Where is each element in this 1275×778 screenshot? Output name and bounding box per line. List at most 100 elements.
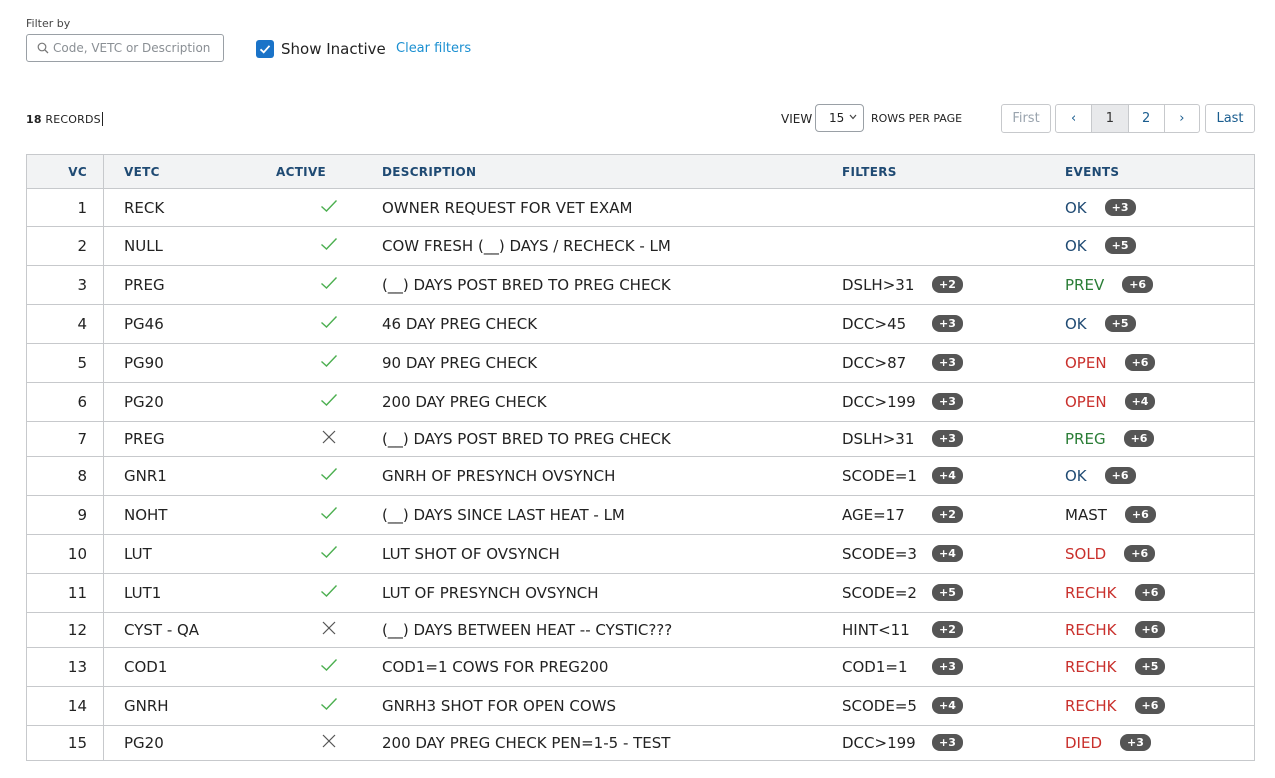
table-row[interactable]: 5 PG90 90 DAY PREG CHECK DCC>87 +3 OPEN +6: [26, 343, 1255, 383]
filter-value: COD1=1: [842, 658, 908, 676]
filter-more-badge[interactable]: +3: [932, 315, 963, 332]
event-more-badge[interactable]: +6: [1124, 506, 1156, 523]
rows-per-page-value: 15: [829, 111, 845, 125]
event-value: MAST: [1065, 506, 1107, 524]
cell-description: GNRH3 SHOT FOR OPEN COWS: [382, 686, 842, 726]
table-row[interactable]: 11 LUT1 LUT OF PRESYNCH OVSYNCH SCODE=2 +5 RE…: [26, 573, 1255, 613]
cell-vetc: PG46: [103, 304, 276, 344]
cell-active: [276, 612, 382, 648]
column-header-filters[interactable]: FILTERS: [842, 154, 1065, 189]
table-row[interactable]: 13 COD1 COD1=1 COWS FOR PREG200 COD1=1 +3 REC…: [26, 647, 1255, 687]
cell-filters: DCC>199 +3: [842, 725, 1065, 761]
filter-value: DSLH>31: [842, 430, 915, 448]
filter-more-badge[interactable]: +2: [932, 506, 963, 523]
table-row[interactable]: 14 GNRH GNRH3 SHOT FOR OPEN COWS SCODE=5 +4 R…: [26, 686, 1255, 726]
search-field[interactable]: [26, 34, 224, 62]
rows-per-page-label: ROWS PER PAGE: [871, 112, 963, 125]
show-inactive-checkbox[interactable]: [256, 40, 274, 58]
table-row[interactable]: 15 PG20 200 DAY PREG CHECK PEN=1-5 - TEST D…: [26, 725, 1255, 761]
cell-active: [276, 534, 382, 574]
column-header-description[interactable]: DESCRIPTION: [382, 154, 842, 189]
cell-vetc: COD1: [103, 647, 276, 687]
check-icon: [321, 316, 338, 328]
filter-more-badge[interactable]: +4: [932, 467, 963, 484]
filter-more-badge[interactable]: +4: [932, 697, 963, 714]
table-row[interactable]: 6 PG20 200 DAY PREG CHECK DCC>199 +3 OPEN +4: [26, 382, 1255, 422]
cell-filters: DSLH>31 +2: [842, 265, 1065, 305]
filter-value: SCODE=1: [842, 467, 917, 485]
event-more-badge[interactable]: +4: [1124, 393, 1156, 410]
filter-more-badge[interactable]: +3: [932, 393, 963, 410]
filter-more-badge[interactable]: +4: [932, 545, 963, 562]
cell-vetc: PG90: [103, 343, 276, 383]
check-icon: [321, 394, 338, 406]
next-page-button[interactable]: ›: [1179, 111, 1185, 126]
event-more-badge[interactable]: +5: [1104, 315, 1136, 332]
cell-description: (__) DAYS POST BRED TO PREG CHECK: [382, 421, 842, 457]
cell-description: (__) DAYS SINCE LAST HEAT - LM: [382, 495, 842, 535]
filter-value: HINT<11: [842, 621, 910, 639]
view-label: VIEW: [781, 112, 813, 126]
check-icon: [321, 546, 338, 558]
page-2-button[interactable]: 2: [1129, 105, 1165, 132]
event-more-badge[interactable]: +5: [1134, 658, 1166, 675]
filter-more-badge[interactable]: +2: [932, 276, 963, 293]
table-row[interactable]: 7 PREG (__) DAYS POST BRED TO PREG CHECK DS…: [26, 421, 1255, 457]
event-more-badge[interactable]: +6: [1134, 697, 1166, 714]
table-row[interactable]: 8 GNR1 GNRH OF PRESYNCH OVSYNCH SCODE=1 +4 OK…: [26, 456, 1255, 496]
table-row[interactable]: 1 RECK OWNER REQUEST FOR VET EXAM OK +3: [26, 188, 1255, 227]
event-value: PREG: [1065, 430, 1106, 448]
cell-vc: 6: [26, 382, 104, 422]
check-icon: [321, 507, 338, 519]
first-page-button[interactable]: First: [1001, 104, 1051, 133]
event-value: DIED: [1065, 734, 1103, 752]
cell-events: RECHK +6: [1065, 612, 1255, 648]
event-more-badge[interactable]: +6: [1134, 621, 1166, 638]
event-more-badge[interactable]: +6: [1104, 467, 1136, 484]
cell-description: 200 DAY PREG CHECK: [382, 382, 842, 422]
cell-events: OK +3: [1065, 188, 1255, 227]
cell-description: (__) DAYS POST BRED TO PREG CHECK: [382, 265, 842, 305]
event-value: OK: [1065, 315, 1087, 333]
table-row[interactable]: 4 PG46 46 DAY PREG CHECK DCC>45 +3 OK +5: [26, 304, 1255, 344]
filter-more-badge[interactable]: +3: [932, 658, 963, 675]
filter-more-badge[interactable]: +3: [932, 430, 963, 447]
event-more-badge[interactable]: +6: [1123, 430, 1155, 447]
column-header-active[interactable]: ACTIVE: [276, 154, 382, 189]
filter-more-badge[interactable]: +2: [932, 621, 963, 638]
cell-vetc: GNR1: [103, 456, 276, 496]
cell-events: OPEN +4: [1065, 382, 1255, 422]
show-inactive-label[interactable]: Show Inactive: [281, 40, 386, 58]
prev-page-button[interactable]: ‹: [1056, 105, 1093, 132]
filter-more-badge[interactable]: +3: [932, 354, 963, 371]
event-more-badge[interactable]: +6: [1124, 354, 1156, 371]
table-row[interactable]: 2 NULL COW FRESH (__) DAYS / RECHECK - LM O…: [26, 226, 1255, 266]
event-more-badge[interactable]: +3: [1120, 734, 1151, 751]
table-row[interactable]: 10 LUT LUT SHOT OF OVSYNCH SCODE=3 +4 SOLD +6: [26, 534, 1255, 574]
cell-events: RECHK +6: [1065, 573, 1255, 613]
column-header-events[interactable]: EVENTS: [1065, 154, 1255, 189]
filter-more-badge[interactable]: +3: [932, 734, 963, 751]
search-icon: [37, 42, 49, 54]
event-more-badge[interactable]: +3: [1104, 198, 1136, 216]
clear-filters-link[interactable]: Clear filters: [396, 41, 472, 56]
column-header-vc[interactable]: VC: [26, 154, 104, 189]
table-row[interactable]: 3 PREG (__) DAYS POST BRED TO PREG CHECK DS…: [26, 265, 1255, 305]
cell-vc: 12: [26, 612, 104, 648]
table-row[interactable]: 9 NOHT (__) DAYS SINCE LAST HEAT - LM AGE=1…: [26, 495, 1255, 535]
table-row[interactable]: 12 CYST - QA (__) DAYS BETWEEN HEAT -- CYS…: [26, 612, 1255, 648]
event-value: PREV: [1065, 276, 1105, 294]
column-header-vetc[interactable]: VETC: [103, 154, 276, 189]
page-1-button[interactable]: 1: [1092, 105, 1129, 132]
filter-more-badge[interactable]: +5: [932, 584, 963, 601]
last-page-button[interactable]: Last: [1205, 104, 1255, 133]
chevron-down-icon: [849, 114, 857, 120]
event-more-badge[interactable]: +6: [1122, 276, 1154, 293]
cell-filters: DCC>87 +3: [842, 343, 1065, 383]
search-input[interactable]: [53, 39, 219, 57]
cell-active: [276, 456, 382, 496]
event-more-badge[interactable]: +6: [1134, 584, 1166, 601]
event-more-badge[interactable]: +6: [1124, 545, 1156, 562]
event-more-badge[interactable]: +5: [1104, 237, 1136, 254]
rows-per-page-select[interactable]: 15: [815, 104, 864, 132]
